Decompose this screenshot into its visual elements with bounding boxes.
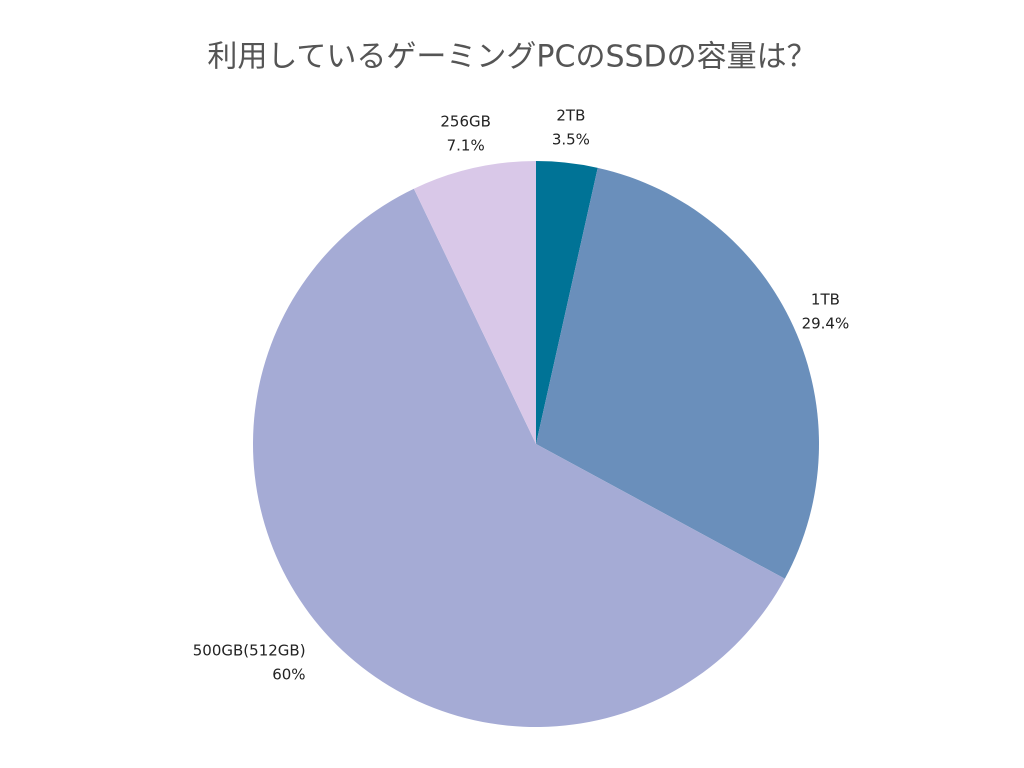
slice-value-label: 60%: [272, 666, 305, 684]
slice-category-label: 256GB: [440, 112, 491, 130]
pie-slice: [536, 167, 819, 579]
slice-category-label: 2TB: [556, 106, 585, 124]
pie-slice: [252, 188, 785, 728]
chart-title: 利用しているゲーミングPCのSSDの容量は？: [207, 40, 816, 75]
slice-category-label: 1TB: [811, 291, 840, 309]
slice-value-label: 29.4%: [802, 315, 850, 333]
slice-value-label: 7.1%: [447, 136, 485, 154]
slice-value-label: 3.5%: [552, 130, 590, 148]
pie-slice: [413, 161, 536, 444]
pie-slice: [536, 161, 598, 444]
slice-category-label: 500GB(512GB): [193, 642, 306, 660]
